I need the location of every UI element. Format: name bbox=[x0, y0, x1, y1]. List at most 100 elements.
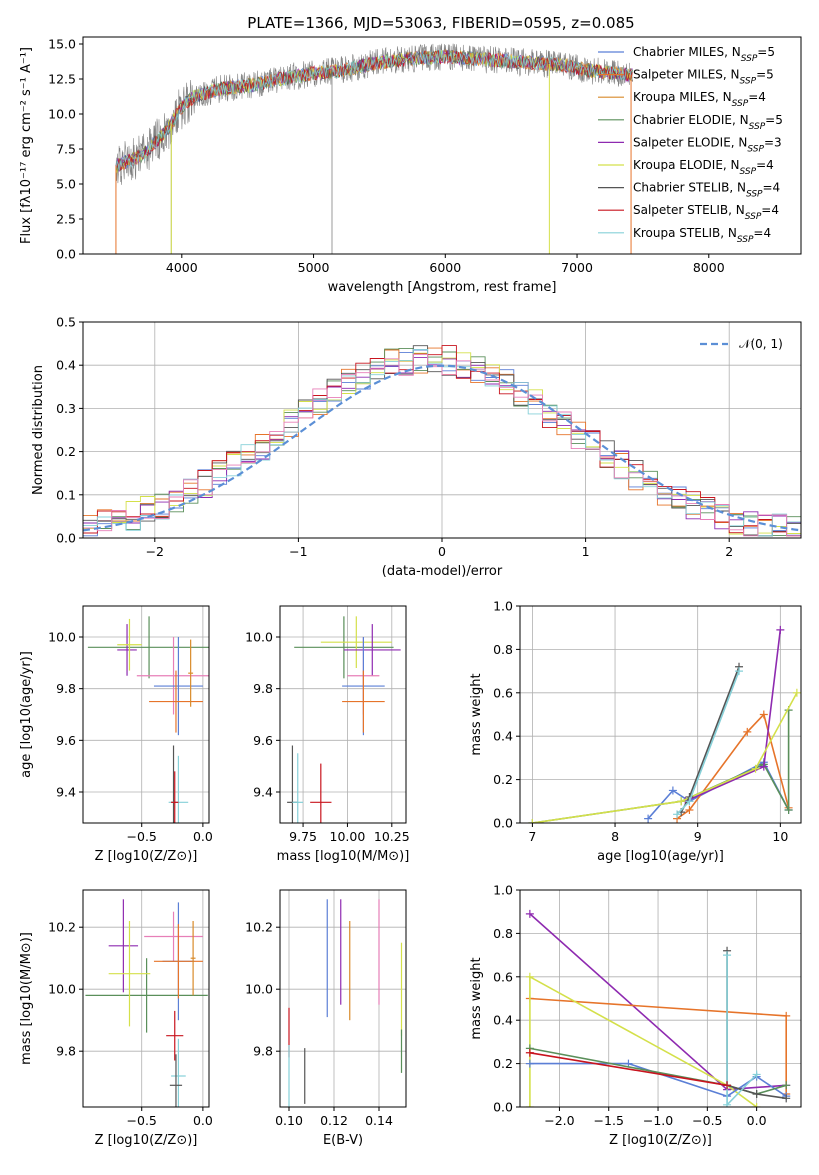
x-tick-label: −2 bbox=[146, 544, 164, 559]
mass-weight-marker bbox=[752, 1070, 761, 1079]
errorbar-point bbox=[149, 670, 203, 733]
mass-weight-marker bbox=[723, 951, 732, 960]
y-tick-label: 15.0 bbox=[48, 37, 76, 52]
mass-weight-age-axes: 7 8 9 10 0.0 0.2 0.4 0.6 0.8 1.0 age [log10(age/yr… bbox=[469, 599, 802, 864]
mass-weight-marker bbox=[735, 667, 744, 676]
x-tick-label: 7 bbox=[528, 829, 536, 844]
x-axis-label: (data-model)/error bbox=[382, 564, 503, 579]
mass-weight-line bbox=[529, 1052, 728, 1087]
spectrum-frame bbox=[82, 36, 802, 255]
mass-weight-marker bbox=[723, 1100, 732, 1107]
age-mass-frame bbox=[279, 605, 407, 824]
mass-Z-plot-area bbox=[85, 899, 208, 1107]
errorbar-point bbox=[108, 899, 139, 993]
mass-weight-marker bbox=[723, 1081, 732, 1090]
mass-weight-Z-frame bbox=[519, 889, 802, 1108]
mass-weight-marker bbox=[525, 1048, 534, 1057]
x-tick-label: 10.25 bbox=[374, 829, 410, 844]
y-tick-label: 10.0 bbox=[48, 107, 76, 122]
x-tick-label: 0.10 bbox=[275, 1113, 303, 1128]
y-tick-label: 1.0 bbox=[493, 883, 513, 898]
y-axis-label: Normed distribution bbox=[31, 365, 46, 495]
errorbar-point bbox=[188, 639, 194, 707]
y-tick-label: 10.0 bbox=[245, 982, 273, 997]
errorbar-point bbox=[342, 670, 385, 733]
x-tick-label: 0.0 bbox=[193, 829, 213, 844]
x-axis-label: Z [log10(Z/Z⊙)] bbox=[95, 849, 198, 864]
x-tick-label: 8000 bbox=[693, 260, 725, 275]
y-tick-label: 9.6 bbox=[253, 733, 273, 748]
y-tick-label: 9.4 bbox=[253, 785, 273, 800]
mass-weight-marker bbox=[759, 762, 768, 771]
mass-weight-age-frame bbox=[519, 605, 802, 824]
x-tick-label: −2.0 bbox=[544, 1113, 574, 1128]
errorbar-point bbox=[171, 771, 179, 823]
y-tick-label: 0.5 bbox=[56, 315, 76, 330]
legend-value: =5 bbox=[757, 45, 775, 59]
y-tick-label: 5.0 bbox=[56, 177, 76, 192]
y-tick-label: 9.8 bbox=[253, 681, 273, 696]
y-tick-label: 0.2 bbox=[56, 444, 76, 459]
residual-histogram bbox=[83, 345, 801, 537]
x-axis-label: Z [log10(Z/Z⊙)] bbox=[609, 1133, 712, 1148]
mass-weight-line bbox=[726, 955, 758, 1107]
mass-EBV-plot-area bbox=[288, 899, 403, 1107]
x-tick-label: 0.14 bbox=[365, 1113, 393, 1128]
residuals-plot-area bbox=[83, 345, 801, 537]
model-fit-line bbox=[115, 49, 633, 172]
legend-value: =5 bbox=[756, 68, 774, 82]
legend-subscript: SSP bbox=[746, 190, 763, 200]
legend-subscript: SSP bbox=[745, 212, 762, 222]
legend-label: Chabrier MILES, NSSP=5 bbox=[633, 45, 775, 64]
y-tick-label: 0.4 bbox=[493, 1013, 513, 1028]
legend-subscript: SSP bbox=[740, 167, 757, 177]
errorbar-point bbox=[85, 958, 208, 1033]
mass-weight-marker bbox=[525, 1103, 534, 1107]
mass-weight-marker bbox=[751, 764, 760, 773]
x-tick-label: −1.5 bbox=[594, 1113, 624, 1128]
y-tick-label: 9.6 bbox=[56, 733, 76, 748]
errorbar-point bbox=[171, 1038, 186, 1107]
y-tick-label: 9.8 bbox=[56, 1044, 76, 1059]
mass-weight-marker bbox=[792, 688, 801, 697]
y-tick-label: 10.2 bbox=[245, 920, 273, 935]
age-Z-plot-area bbox=[87, 616, 209, 823]
mass-weight-line bbox=[532, 692, 798, 823]
y-axis-label: mass weight bbox=[469, 957, 484, 1039]
y-axis-label: mass weight bbox=[469, 673, 484, 755]
legend-value: =3 bbox=[764, 135, 782, 149]
mass-weight-marker bbox=[752, 1103, 761, 1107]
spectrum-plot-area bbox=[115, 43, 633, 254]
y-tick-label: 0.3 bbox=[56, 401, 76, 416]
mass-weight-marker bbox=[525, 1059, 534, 1068]
mass-EBV-frame bbox=[279, 889, 407, 1108]
y-tick-label: 0.0 bbox=[493, 816, 513, 831]
x-axis-label: Z [log10(Z/Z⊙)] bbox=[95, 1133, 198, 1148]
legend-label: Kroupa STELIB, NSSP=4 bbox=[633, 226, 771, 245]
x-tick-label: 1 bbox=[582, 544, 590, 559]
errorbar-point bbox=[292, 753, 304, 823]
errorbar-point bbox=[117, 618, 142, 671]
legend-subscript: SSP bbox=[741, 54, 758, 64]
x-tick-label: 6000 bbox=[429, 260, 461, 275]
x-tick-label: −0.5 bbox=[127, 1113, 157, 1128]
y-tick-label: 0.4 bbox=[56, 358, 76, 373]
mass-weight-marker bbox=[525, 909, 534, 918]
mass-weight-marker bbox=[673, 810, 682, 819]
x-tick-label: 9.75 bbox=[289, 829, 317, 844]
figure-title: PLATE=1366, MJD=53063, FIBERID=0595, z=0… bbox=[247, 14, 634, 32]
mass-weight-age-plot-area bbox=[528, 625, 801, 823]
mass-weight-marker bbox=[776, 625, 785, 634]
x-tick-label: −1.0 bbox=[643, 1113, 673, 1128]
errorbar-point bbox=[310, 763, 332, 823]
y-axis-label: Flux [fλ10⁻¹⁷ erg cm⁻² s⁻¹ A⁻¹] bbox=[19, 47, 34, 244]
age-Z-axes: −0.5 0.0 9.4 9.6 9.8 10.0 Z [log10(Z/Z⊙)] age [… bbox=[19, 605, 213, 864]
x-tick-label: 7000 bbox=[561, 260, 593, 275]
legend-subscript: SSP bbox=[740, 77, 757, 87]
legend-label: Kroupa MILES, NSSP=4 bbox=[633, 90, 766, 109]
legend-label: Salpeter MILES, NSSP=5 bbox=[633, 68, 774, 87]
mass-EBV-axes: 0.10 0.12 0.14 9.8 10.0 10.2 E(B-V) bbox=[245, 889, 407, 1148]
errorbar-point bbox=[153, 924, 203, 999]
